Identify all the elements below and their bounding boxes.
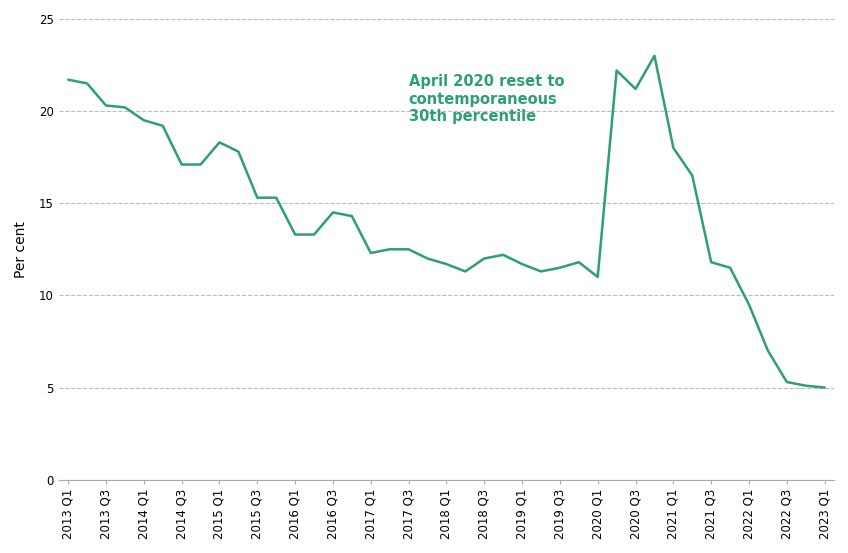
Text: April 2020 reset to
contemporaneous
30th percentile: April 2020 reset to contemporaneous 30th…: [409, 74, 564, 124]
Y-axis label: Per cent: Per cent: [14, 221, 28, 278]
